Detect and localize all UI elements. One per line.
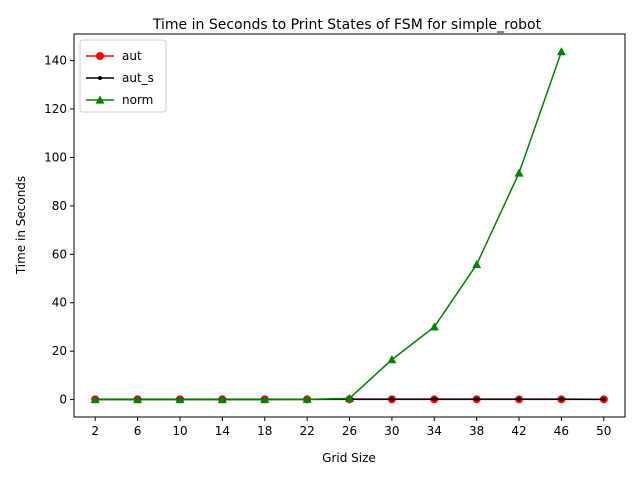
- x-tick-label: 10: [172, 424, 187, 438]
- x-axis-label: Grid Size: [322, 451, 376, 465]
- y-tick-label: 0: [59, 393, 67, 407]
- data-point: [389, 397, 394, 402]
- x-tick-label: 2: [91, 424, 99, 438]
- legend-label: aut: [122, 49, 142, 63]
- data-point: [217, 395, 227, 404]
- x-tick-label: 6: [134, 424, 142, 438]
- x-tick-label: 42: [511, 424, 526, 438]
- x-axis: 2 6 10 14 18 22 26 30 34 38 42 46 50: [91, 417, 611, 438]
- y-tick-label: 120: [44, 102, 67, 116]
- x-tick-label: 14: [215, 424, 230, 438]
- legend-marker: [95, 95, 105, 104]
- legend-item: norm: [86, 93, 153, 107]
- legend-marker: [96, 52, 104, 60]
- data-point: [302, 394, 312, 403]
- legend-label: norm: [122, 93, 153, 107]
- data-point: [432, 397, 437, 402]
- data-point: [472, 259, 482, 269]
- legend-item: aut: [86, 49, 142, 63]
- x-tick-label: 30: [384, 424, 399, 438]
- x-tick-label: 34: [427, 424, 442, 438]
- x-tick-label: 26: [342, 424, 357, 438]
- data-point: [559, 397, 564, 402]
- data-point: [474, 397, 479, 402]
- data-point: [133, 395, 143, 404]
- y-axis-label: Time in Seconds: [14, 176, 28, 275]
- y-tick-label: 40: [52, 296, 67, 310]
- series-norm: [90, 47, 566, 404]
- series-layer: [90, 47, 608, 404]
- y-tick-label: 140: [44, 54, 67, 68]
- data-point: [345, 393, 354, 402]
- x-tick-label: 18: [257, 424, 272, 438]
- chart-title: Time in Seconds to Print States of FSM f…: [152, 17, 542, 33]
- y-axis: 0 20 40 60 80 100 120 140: [44, 54, 74, 407]
- y-tick-label: 20: [52, 344, 67, 358]
- data-point: [387, 355, 397, 364]
- data-point: [556, 47, 566, 56]
- data-point: [90, 395, 100, 404]
- series-line: [95, 51, 563, 401]
- x-tick-label: 46: [554, 424, 569, 438]
- x-tick-label: 38: [469, 424, 484, 438]
- data-point: [260, 395, 270, 404]
- legend-label: aut_s: [122, 71, 154, 85]
- data-point: [175, 395, 185, 404]
- y-tick-label: 100: [44, 150, 67, 164]
- legend-marker: [98, 76, 102, 80]
- data-point: [514, 168, 524, 177]
- data-point: [517, 397, 522, 402]
- legend-item: aut_s: [86, 71, 154, 85]
- y-tick-label: 60: [52, 247, 67, 261]
- data-point: [601, 397, 606, 402]
- x-tick-label: 50: [596, 424, 611, 438]
- x-tick-label: 22: [299, 424, 314, 438]
- y-tick-label: 80: [52, 199, 67, 213]
- data-point: [429, 322, 439, 331]
